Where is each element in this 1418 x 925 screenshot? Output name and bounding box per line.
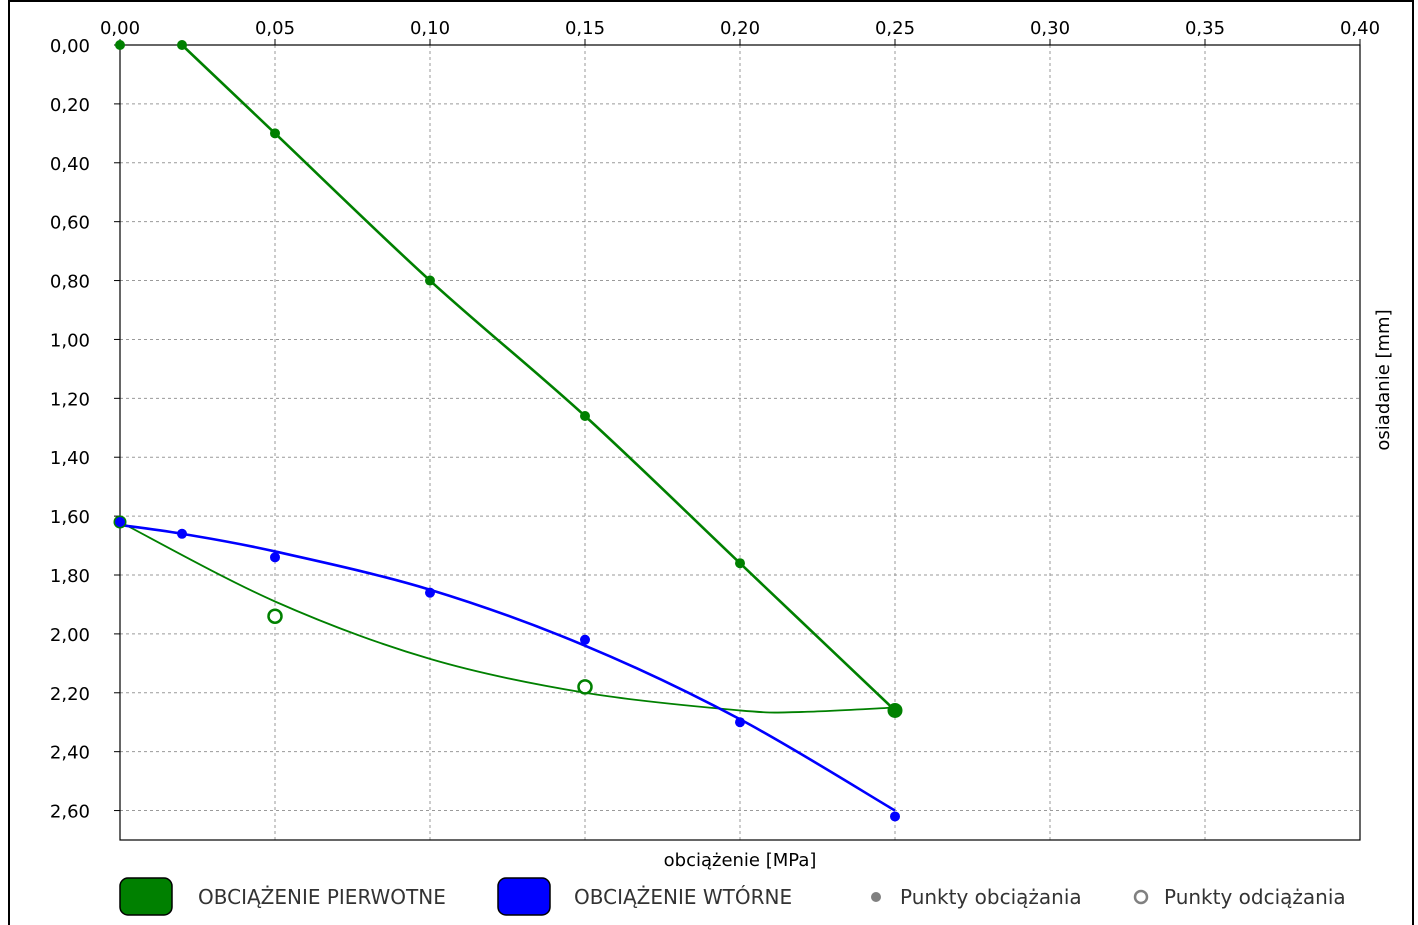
unloading-point-primary xyxy=(577,679,593,695)
data-points xyxy=(113,40,903,822)
legend: OBCIĄŻENIE PIERWOTNE OBCIĄŻENIE WTÓRNE P… xyxy=(119,877,1346,916)
y-tick-label: 0,00 xyxy=(50,36,90,57)
y-tick-label: 1,60 xyxy=(50,507,90,528)
y-tick-label: 2,20 xyxy=(50,684,90,705)
chart-frame xyxy=(8,0,1414,925)
x-tick-label: 0,00 xyxy=(100,18,140,39)
y-tick-label: 1,80 xyxy=(50,566,90,587)
y-tick-label: 1,00 xyxy=(50,330,90,351)
x-tick-label: 0,25 xyxy=(875,18,915,39)
y-tick-label: 2,00 xyxy=(50,625,90,646)
x-tick-label: 0,10 xyxy=(410,18,450,39)
loading-point-secondary xyxy=(177,528,187,539)
legend-loading-point-icon xyxy=(871,892,881,902)
loading-point-primary xyxy=(177,40,187,50)
loading-point-secondary xyxy=(890,811,900,822)
legend-label-unloading-points: Punkty odciążania xyxy=(1164,885,1346,909)
y-tick-label: 0,60 xyxy=(50,213,90,234)
unloading-point-primary xyxy=(267,608,283,624)
loading-point-secondary xyxy=(115,517,125,527)
y-tick-label: 0,40 xyxy=(50,154,90,175)
x-tick-label: 0,40 xyxy=(1340,18,1380,39)
y-axis-ticks: 0,00 0,20 0,40 0,60 0,80 1,00 1,20 1,40 1,60 1,80… xyxy=(50,36,120,823)
loading-point-secondary xyxy=(270,552,280,563)
loading-point-primary xyxy=(735,558,745,569)
legend-label-primary: OBCIĄŻENIE PIERWOTNE xyxy=(198,885,446,909)
x-tick-label: 0,05 xyxy=(255,18,295,39)
loading-point-secondary xyxy=(735,717,745,728)
x-tick-label: 0,30 xyxy=(1030,18,1070,39)
loading-point-primary xyxy=(425,275,435,286)
y-tick-label: 0,80 xyxy=(50,272,90,293)
loading-curve-primary xyxy=(181,44,896,712)
y-axis-label: osiadanie [mm] xyxy=(1373,309,1394,450)
loading-point-primary xyxy=(580,411,590,421)
legend-label-secondary: OBCIĄŻENIE WTÓRNE xyxy=(574,885,792,909)
legend-unloading-point-icon xyxy=(1133,889,1149,905)
loading-point-primary xyxy=(270,128,280,139)
x-tick-label: 0,35 xyxy=(1185,18,1225,39)
loading-point-secondary xyxy=(580,634,590,645)
loading-point-secondary xyxy=(425,587,435,598)
legend-label-loading-points: Punkty obciążania xyxy=(900,885,1082,909)
y-tick-label: 2,40 xyxy=(50,743,90,764)
y-tick-label: 1,20 xyxy=(50,389,90,410)
loading-curve-secondary xyxy=(119,523,896,812)
unloading-curve-primary xyxy=(119,521,896,714)
curves xyxy=(119,44,896,812)
legend-swatch-secondary xyxy=(497,877,551,916)
loading-point-primary xyxy=(115,40,125,50)
y-tick-label: 2,60 xyxy=(50,802,90,823)
loading-point-primary xyxy=(890,705,900,716)
grid xyxy=(120,45,1360,840)
x-axis-ticks: 0,00 0,05 0,10 0,15 0,20 0,25 0,30 0,35 0,40 xyxy=(100,18,1380,45)
y-tick-label: 0,20 xyxy=(50,95,90,116)
x-tick-label: 0,15 xyxy=(565,18,605,39)
y-tick-label: 1,40 xyxy=(50,448,90,469)
x-axis-label: obciążenie [MPa] xyxy=(664,850,817,871)
legend-swatch-primary xyxy=(119,877,173,916)
x-tick-label: 0,20 xyxy=(720,18,760,39)
